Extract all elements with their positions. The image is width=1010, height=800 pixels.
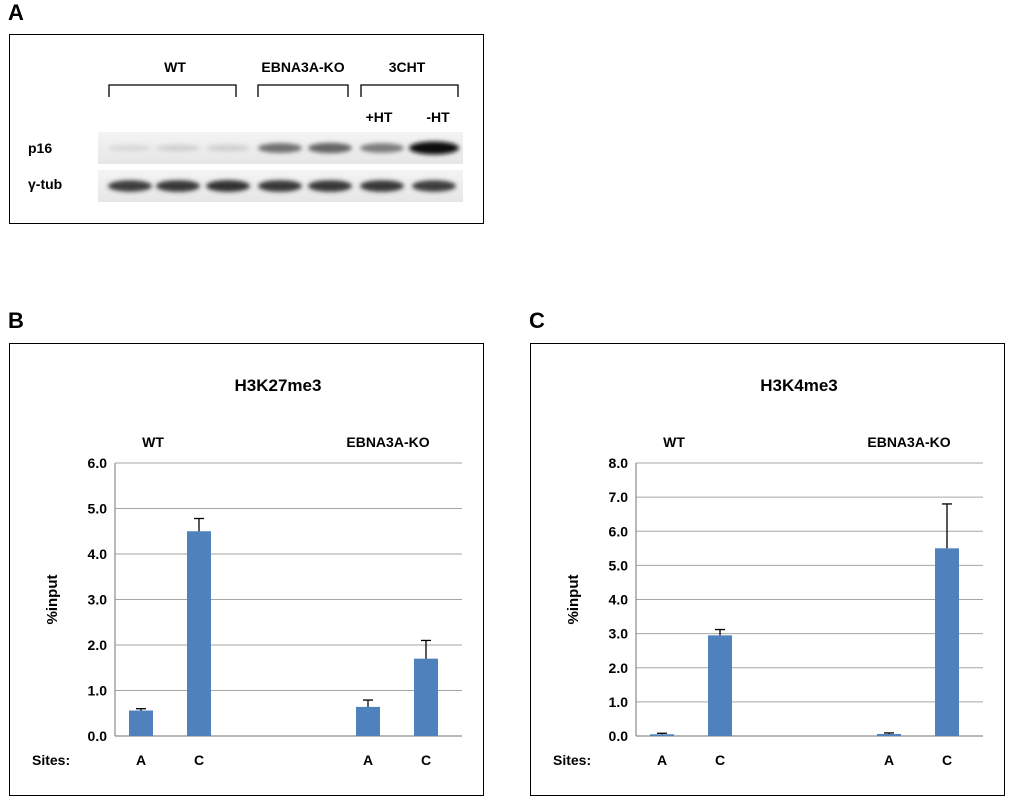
panel-c-letter: C (529, 308, 545, 333)
h3k4me3-chart: H3K4me3 WT EBNA3A-KO 0.0 1.0 2.0 3.0 4.0 5.0 6.0 7… (553, 376, 983, 768)
b-ytick-label: 5.0 (88, 501, 108, 517)
b-title: H3K27me3 (235, 376, 322, 395)
subgroup-label-minus-ht: -HT (426, 109, 450, 125)
p16-band-lane-2 (156, 144, 200, 152)
bracket-3cht (360, 84, 459, 97)
c-ytick-label: 6.0 (609, 523, 629, 539)
bracket-ebna3a-ko (257, 84, 349, 97)
bracket-wt (108, 84, 237, 97)
panel-b-frame: H3K27me3 WT EBNA3A-KO 0.0 1.0 2.0 3.0 4.0 5.0 6.0… (9, 343, 484, 796)
group-label-3cht: 3CHT (389, 59, 426, 75)
c-ytick-label: 0.0 (609, 728, 629, 744)
b-site-label-1: A (136, 752, 146, 768)
row-label-gtub: γ-tub (28, 176, 62, 192)
subgroup-label-plus-ht: +HT (366, 109, 393, 125)
c-site-label-1: A (657, 752, 667, 768)
gtub-band-lane-4 (258, 180, 302, 192)
b-ytick-label: 6.0 (88, 455, 108, 471)
c-ytick-label: 1.0 (609, 694, 629, 710)
western-blot: WT EBNA3A-KO 3CHT +HT -HT p16 γ-tub (28, 59, 463, 202)
c-ytick-label: 8.0 (609, 455, 629, 471)
gtub-bands (108, 180, 456, 192)
p16-band-lane-6 (360, 143, 404, 153)
c-bar-3 (877, 733, 901, 736)
p16-band-lane-4 (258, 143, 302, 153)
panel-b-letter: B (8, 308, 24, 333)
c-group-label-wt: WT (663, 434, 685, 450)
c-ytick-label: 2.0 (609, 660, 629, 676)
p16-band-lane-5 (308, 142, 352, 154)
gtub-band-lane-3 (206, 180, 250, 192)
b-site-label-2: C (194, 752, 204, 768)
gtub-band-lane-1 (108, 180, 152, 192)
b-group-label-wt: WT (142, 434, 164, 450)
c-bar-4 (935, 548, 959, 736)
panel-a-letter: A (8, 0, 24, 25)
b-bar-3 (356, 706, 380, 736)
gtub-band-lane-7 (412, 180, 456, 192)
b-sites-label: Sites: (32, 752, 70, 768)
group-label-wt: WT (164, 59, 186, 75)
c-site-label-2: C (715, 752, 725, 768)
b-ytick-label: 1.0 (88, 683, 108, 699)
b-bar-4 (414, 658, 438, 736)
gtub-band-lane-6 (360, 180, 404, 192)
panel-a-frame: WT EBNA3A-KO 3CHT +HT -HT p16 γ-tub (9, 34, 484, 224)
b-ytick-label: 2.0 (88, 637, 108, 653)
c-ytick-label: 4.0 (609, 592, 629, 608)
b-ylabel: %input (44, 575, 61, 625)
p16-band-lane-1 (108, 144, 152, 152)
c-group-label-ebna3a-ko: EBNA3A-KO (867, 434, 950, 450)
c-site-label-3: A (884, 752, 894, 768)
c-site-label-4: C (942, 752, 952, 768)
gtub-band-lane-2 (156, 180, 200, 192)
b-ytick-label: 0.0 (88, 728, 108, 744)
c-title: H3K4me3 (760, 376, 838, 395)
p16-bands (108, 141, 459, 155)
c-bar-2 (708, 635, 732, 736)
c-ytick-label: 7.0 (609, 489, 629, 505)
b-bar-2 (187, 531, 211, 736)
b-bar-1 (129, 710, 153, 736)
p16-band-lane-3 (206, 144, 250, 152)
group-label-ebna3a-ko: EBNA3A-KO (261, 59, 344, 75)
p16-band-lane-7 (409, 141, 459, 155)
c-ytick-label: 3.0 (609, 626, 629, 642)
h3k27me3-chart: H3K27me3 WT EBNA3A-KO 0.0 1.0 2.0 3.0 4.0 5.0 6.0… (32, 376, 462, 768)
panel-c-frame: H3K4me3 WT EBNA3A-KO 0.0 1.0 2.0 3.0 4.0 5.0 6.0 7… (530, 343, 1005, 796)
c-bar-1 (650, 734, 674, 736)
gtub-band-lane-5 (308, 180, 352, 192)
b-ytick-label: 4.0 (88, 546, 108, 562)
c-ylabel: %input (565, 575, 582, 625)
c-ytick-label: 5.0 (609, 557, 629, 573)
b-group-label-ebna3a-ko: EBNA3A-KO (346, 434, 429, 450)
b-ytick-label: 3.0 (88, 592, 108, 608)
c-sites-label: Sites: (553, 752, 591, 768)
b-site-label-4: C (421, 752, 431, 768)
b-site-label-3: A (363, 752, 373, 768)
row-label-p16: p16 (28, 140, 52, 156)
